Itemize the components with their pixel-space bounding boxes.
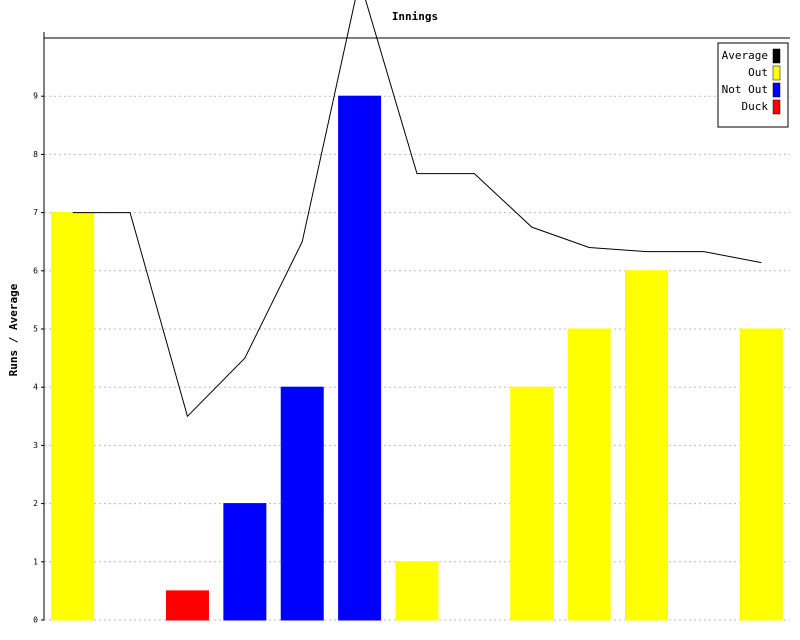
chart-title: Innings [392, 10, 438, 23]
y-tick-label: 9 [33, 92, 38, 101]
legend-swatch [772, 65, 781, 81]
bar [739, 328, 783, 621]
bar [625, 270, 669, 621]
legend-label: Not Out [722, 83, 768, 96]
y-tick-label: 3 [33, 441, 38, 450]
y-tick-label: 8 [33, 150, 38, 159]
y-tick-label: 7 [33, 208, 38, 217]
bar [338, 95, 382, 621]
bar [280, 386, 324, 621]
legend-swatch [772, 48, 781, 64]
bar [567, 328, 611, 621]
legend-label: Duck [742, 100, 769, 113]
legend-swatch [772, 82, 781, 98]
y-tick-label: 1 [33, 557, 38, 566]
y-tick-label: 6 [33, 266, 38, 275]
legend-label: Average [722, 49, 768, 62]
y-tick-label: 4 [33, 383, 38, 392]
bar [51, 212, 95, 621]
bar [510, 386, 554, 621]
y-tick-label: 0 [33, 616, 38, 625]
y-tick-label: 2 [33, 499, 38, 508]
y-axis-label: Runs / Average [7, 283, 20, 376]
average-line [72, 0, 762, 418]
bar [395, 561, 439, 621]
legend-label: Out [748, 66, 768, 79]
bar [223, 503, 267, 621]
bar [165, 590, 209, 621]
y-tick-label: 5 [33, 325, 38, 334]
legend-swatch [772, 99, 781, 115]
